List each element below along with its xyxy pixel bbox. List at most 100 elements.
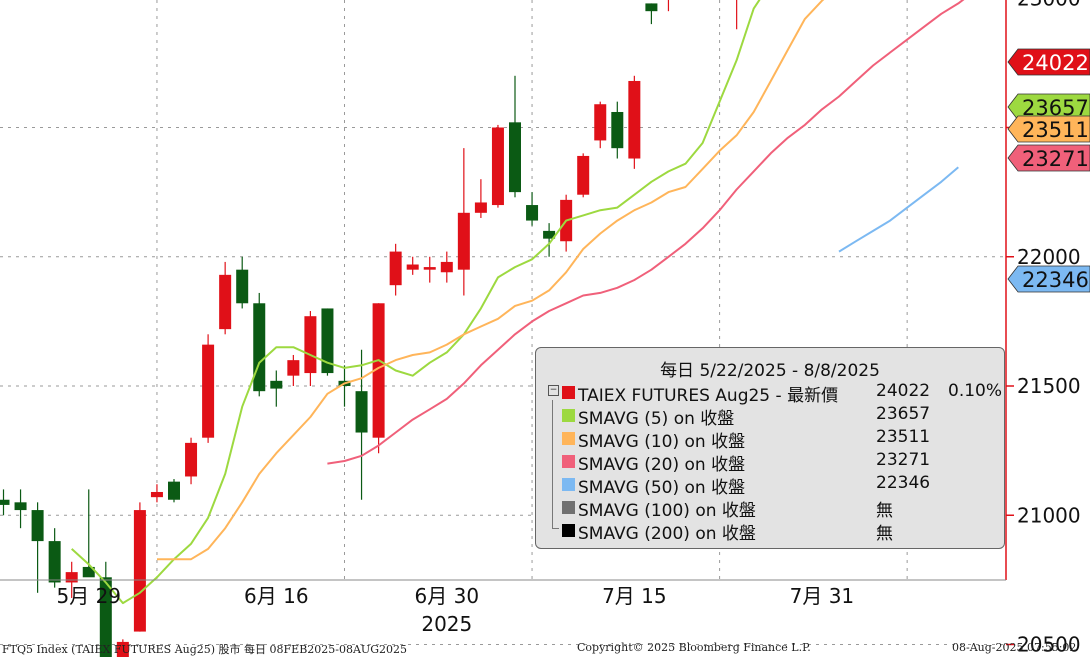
candle-body xyxy=(287,360,300,376)
price-tag-label: 23271 xyxy=(1022,147,1089,171)
candle-body xyxy=(509,122,521,193)
legend-series-value: 無 xyxy=(876,501,893,521)
legend-series-value: 23657 xyxy=(876,404,931,424)
legend-series-value: 無 xyxy=(876,524,893,544)
legend-series-value: 22346 xyxy=(876,473,931,493)
candle-body xyxy=(389,251,402,286)
x-tick-label: 6月 30 xyxy=(415,584,480,608)
candle-body xyxy=(577,155,590,195)
candle-body xyxy=(31,510,44,542)
candle-body xyxy=(304,316,317,374)
price-tag-box xyxy=(1007,115,1090,143)
candle-body xyxy=(355,391,368,433)
candle-body xyxy=(543,230,556,239)
legend-title: 每日 5/22/2025 - 8/8/2025 xyxy=(660,361,880,381)
x-axis-ticks: 5月 29 6月 16 6月 30 7月 15 7月 31 2025 xyxy=(56,584,854,636)
candle-body xyxy=(99,577,112,657)
price-tag-label: 24022 xyxy=(1022,51,1089,75)
legend-series-name: SMAVG (50) on 收盤 xyxy=(578,478,746,498)
legend-row-sma10: SMAVG (10) on 收盤 23511 xyxy=(536,427,1004,452)
candle-body xyxy=(202,344,215,438)
legend-row-sma200: SMAVG (200) on 收盤 無 xyxy=(536,519,1004,544)
candle-body xyxy=(406,264,419,270)
candle-body xyxy=(14,502,27,511)
legend-swatch xyxy=(562,501,575,514)
sma-line-sma20 xyxy=(327,0,965,465)
candle-body xyxy=(526,205,539,221)
legend-swatch xyxy=(562,455,575,468)
y-tick-label: 22000 xyxy=(1017,245,1081,269)
candle-body xyxy=(611,111,624,149)
legend-series-value: 23271 xyxy=(876,450,931,470)
legend-row-price: − TAIEX FUTURES Aug25 - 最新價 24022 0.10% xyxy=(536,381,1004,406)
candle-body xyxy=(594,104,607,141)
candle-body xyxy=(270,380,283,389)
price-tag-label: 23511 xyxy=(1022,118,1089,142)
legend-swatch xyxy=(562,432,575,445)
x-tick-label: 6月 16 xyxy=(244,584,309,608)
collapse-toggle-icon[interactable]: − xyxy=(548,385,559,396)
price-tag-box xyxy=(1007,48,1090,76)
candle-body xyxy=(372,303,385,438)
candle-body xyxy=(48,541,61,583)
candle-body xyxy=(82,566,95,578)
moving-average-lines xyxy=(71,0,965,605)
legend-row-sma5: SMAVG (5) on 收盤 23657 xyxy=(536,404,1004,429)
legend-series-name: SMAVG (20) on 收盤 xyxy=(578,455,746,475)
y-tick-label: 21000 xyxy=(1017,503,1081,527)
candle-body xyxy=(116,641,129,657)
candle-body xyxy=(645,3,658,12)
candle-body xyxy=(457,212,470,270)
grid-lines xyxy=(0,0,1006,645)
legend-row-sma20: SMAVG (20) on 收盤 23271 xyxy=(536,450,1004,475)
footer-timestamp: 08-Aug-2025 07:55:02 xyxy=(952,641,1077,654)
x-tick-label: 7月 31 xyxy=(790,584,855,608)
price-tag-box xyxy=(1007,265,1090,293)
legend-series-change: 0.10% xyxy=(948,381,1003,401)
candle-body xyxy=(628,80,641,159)
x-tick-label: 5月 29 xyxy=(56,584,121,608)
candle-body xyxy=(491,127,504,206)
legend-tree-bracket xyxy=(552,400,559,529)
y-tick-label: 20500 xyxy=(1017,633,1081,657)
candle-body xyxy=(150,491,163,498)
y-tick-label: 23000 xyxy=(1017,0,1081,10)
sma-line-sma50 xyxy=(838,166,959,253)
candle-body xyxy=(236,269,249,304)
x-tick-label: 7月 15 xyxy=(602,584,667,608)
legend-row-sma100: SMAVG (100) on 收盤 無 xyxy=(536,496,1004,521)
footer-ticker: FTQ5 Index (TAIEX FUTURES Aug25) 股市 每日 0… xyxy=(2,643,407,656)
candle-body xyxy=(65,572,78,583)
price-tag-box xyxy=(1007,144,1090,172)
footer-copyright: Copyright© 2025 Bloomberg Finance L.P. xyxy=(577,641,811,654)
legend-series-name: SMAVG (200) on 收盤 xyxy=(578,524,756,544)
sma-line-sma5 xyxy=(71,0,761,605)
price-tag-label: 22346 xyxy=(1022,268,1089,292)
candles xyxy=(0,0,738,657)
candle-body xyxy=(185,442,198,477)
candle-body xyxy=(321,308,334,374)
candle-body xyxy=(133,510,146,632)
candle-body xyxy=(168,481,180,500)
legend-swatch xyxy=(562,478,575,491)
legend-row-sma50: SMAVG (50) on 收盤 22346 xyxy=(536,473,1004,498)
candle-body xyxy=(219,274,232,330)
legend-series-name: TAIEX FUTURES Aug25 - 最新價 xyxy=(578,386,839,406)
legend-series-name: SMAVG (10) on 收盤 xyxy=(578,432,746,452)
y-tick-label: 21500 xyxy=(1017,374,1081,398)
x-year-label: 2025 xyxy=(421,612,472,636)
candle-body xyxy=(253,303,266,392)
legend-series-name: SMAVG (100) on 收盤 xyxy=(578,501,756,521)
legend-series-value: 24022 xyxy=(876,381,931,401)
legend-series-value: 23511 xyxy=(876,427,931,447)
legend-swatch xyxy=(562,524,575,537)
candle-body xyxy=(423,267,436,270)
candle-body xyxy=(0,499,10,505)
legend-series-name: SMAVG (5) on 收盤 xyxy=(578,409,735,429)
legend-swatch xyxy=(562,409,575,422)
candle-body xyxy=(440,261,453,273)
sma-line-sma10 xyxy=(157,0,825,561)
legend-panel: 每日 5/22/2025 - 8/8/2025 − TAIEX FUTURES … xyxy=(535,347,1005,549)
